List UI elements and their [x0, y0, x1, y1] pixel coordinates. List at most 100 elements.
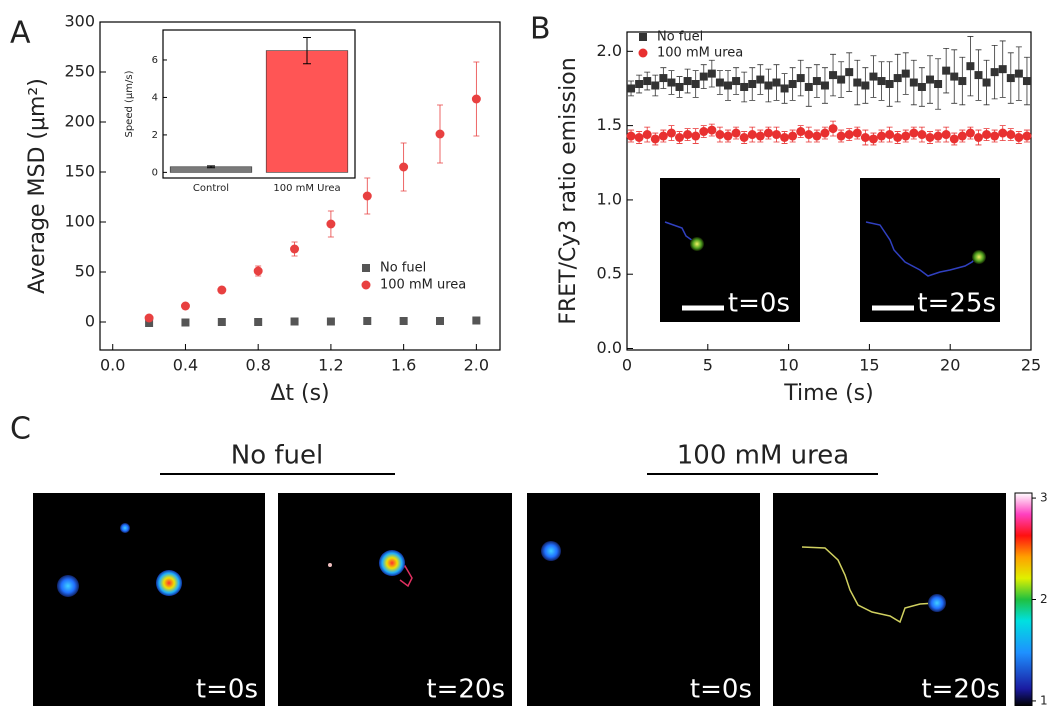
marker — [950, 72, 959, 81]
marker — [626, 131, 636, 141]
marker — [707, 69, 716, 78]
time-label: t=0s — [196, 675, 258, 705]
x-tick-label: 2.0 — [464, 356, 489, 375]
marker — [852, 128, 862, 138]
y-tick-label: 0.5 — [597, 264, 622, 283]
bar — [265, 50, 349, 173]
legend-label: 100 mM urea — [380, 278, 466, 293]
microscopy-image: t=0s — [527, 493, 760, 706]
marker — [1022, 131, 1032, 141]
x-tick-label: 5 — [703, 356, 713, 375]
marker — [780, 133, 790, 143]
marker — [755, 131, 765, 141]
time-label: t=0s — [690, 675, 752, 705]
marker — [675, 82, 684, 91]
marker — [699, 127, 709, 137]
marker — [893, 133, 903, 143]
marker — [836, 131, 846, 141]
legend-label: 100 mM urea — [657, 46, 743, 61]
marker — [982, 130, 992, 140]
marker — [877, 77, 886, 86]
marker — [853, 78, 862, 87]
marker — [435, 129, 445, 139]
marker — [788, 131, 798, 141]
marker — [659, 74, 668, 83]
marker — [181, 318, 190, 327]
marker — [666, 128, 676, 138]
marker — [925, 133, 935, 143]
marker — [965, 128, 975, 138]
marker — [990, 131, 1000, 141]
marker — [748, 80, 757, 89]
marker — [1014, 69, 1023, 78]
marker — [974, 71, 983, 80]
marker — [868, 134, 878, 144]
marker — [724, 81, 732, 90]
marker — [683, 130, 693, 140]
colorbar-tick-label: 2 — [1040, 592, 1048, 606]
time-label: t=20s — [426, 675, 505, 705]
y-axis-label: FRET/Cy3 ratio emission — [556, 57, 581, 324]
y-tick-label: 250 — [64, 62, 95, 81]
marker — [804, 130, 814, 140]
marker — [1006, 130, 1016, 140]
x-tick-label: Control — [193, 183, 229, 194]
marker — [326, 317, 335, 326]
x-tick-label: 0.0 — [100, 356, 125, 375]
x-tick-label: 1.6 — [391, 356, 416, 375]
marker — [788, 80, 797, 89]
y-tick-label: 300 — [64, 12, 95, 31]
x-tick-label: 15 — [859, 356, 879, 375]
y-tick-label: 1.5 — [597, 115, 622, 134]
error-bar — [207, 165, 215, 169]
x-axis-label: Δt (s) — [270, 381, 329, 406]
marker — [642, 130, 652, 140]
y-tick-label: 150 — [64, 162, 95, 181]
marker — [363, 317, 372, 325]
y-tick-label: 100 — [64, 212, 95, 231]
marker — [885, 80, 894, 89]
marker — [683, 77, 692, 86]
marker — [715, 130, 725, 140]
legend-label: No fuel — [380, 261, 426, 276]
marker — [828, 124, 838, 134]
marker — [699, 72, 708, 81]
colorbar-tick-label: 1 — [1040, 693, 1048, 706]
marker — [399, 162, 409, 172]
marker — [436, 317, 444, 325]
marker — [796, 74, 805, 83]
marker — [780, 84, 789, 93]
marker — [763, 128, 773, 138]
y-tick-label: 2.0 — [597, 41, 622, 60]
time-label: t=25s — [917, 289, 996, 319]
marker — [658, 131, 668, 141]
panel-label: A — [10, 16, 31, 51]
plot-frame — [626, 31, 1032, 351]
y-tick-label: 6 — [152, 55, 158, 66]
marker — [885, 130, 895, 140]
marker — [772, 78, 781, 87]
legend-marker — [639, 33, 647, 41]
marker — [796, 127, 806, 137]
group-label: 100 mM urea — [677, 441, 849, 471]
x-tick-label: 20 — [940, 356, 960, 375]
marker — [973, 133, 983, 143]
legend-marker — [638, 48, 648, 58]
colorbar-tick-label: 3 — [1040, 491, 1048, 505]
marker — [998, 65, 1007, 74]
marker — [845, 68, 854, 77]
marker — [691, 131, 701, 141]
marker — [739, 133, 749, 143]
marker — [180, 301, 190, 311]
marker — [844, 130, 854, 140]
x-axis-label: Time (s) — [783, 381, 873, 406]
legend-marker — [362, 264, 370, 272]
y-tick-label: 4 — [152, 92, 158, 103]
marker — [399, 317, 408, 325]
panel-label: B — [530, 12, 551, 47]
marker — [667, 78, 676, 87]
marker — [917, 82, 926, 91]
marker — [837, 75, 846, 84]
marker — [144, 313, 154, 323]
y-tick-label: 0.0 — [597, 338, 622, 357]
